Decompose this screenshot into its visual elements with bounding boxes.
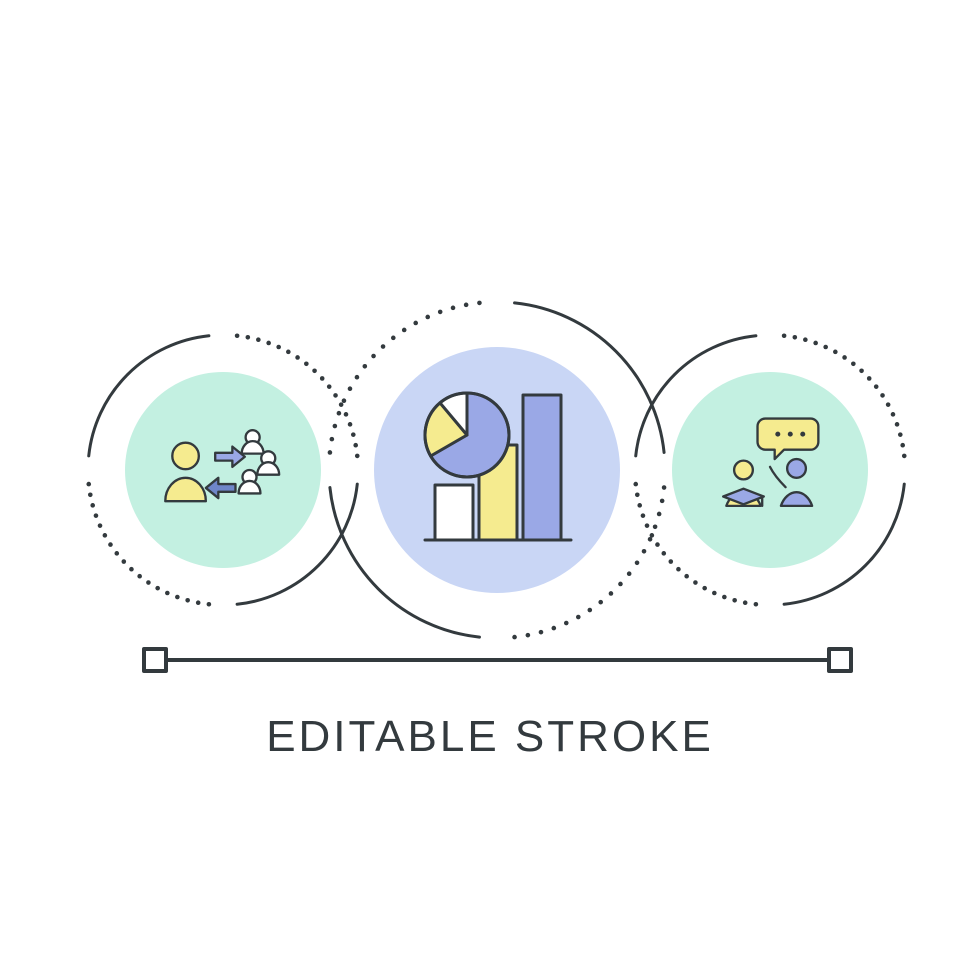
infographic-stage: EDITABLE STROKE: [0, 0, 980, 980]
infographic-svg: [0, 0, 980, 980]
caption-text: EDITABLE STROKE: [0, 712, 980, 762]
